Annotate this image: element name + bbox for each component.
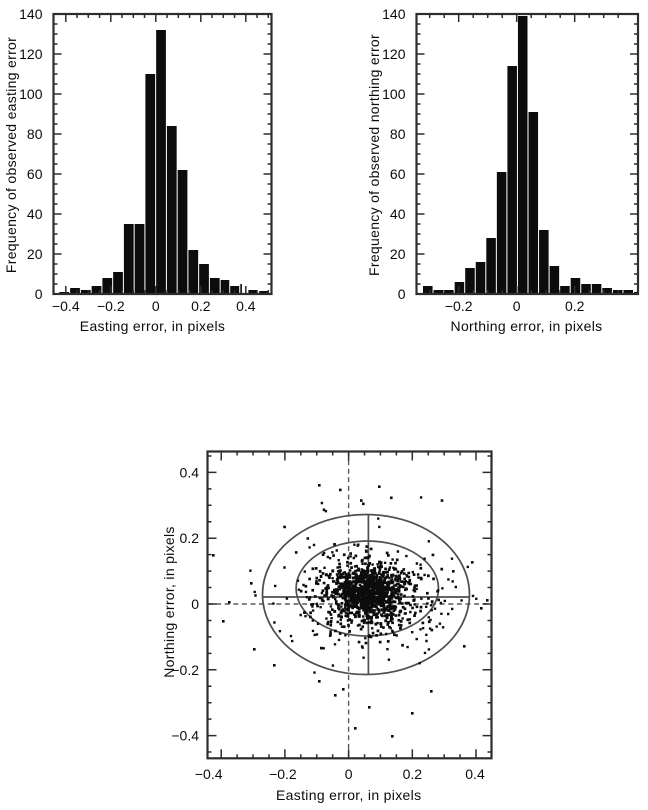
- svg-text:−0.2: −0.2: [97, 298, 125, 314]
- svg-text:Easting error, in pixels: Easting error, in pixels: [276, 787, 421, 803]
- svg-text:140: 140: [382, 6, 406, 22]
- svg-text:40: 40: [27, 206, 43, 222]
- svg-text:0.2: 0.2: [180, 530, 200, 546]
- svg-text:120: 120: [19, 46, 43, 62]
- svg-text:Easting error, in pixels: Easting error, in pixels: [80, 318, 225, 334]
- svg-text:20: 20: [27, 246, 43, 262]
- svg-text:Northing error, in pixels: Northing error, in pixels: [451, 318, 603, 334]
- svg-text:−0.2: −0.2: [269, 766, 297, 782]
- svg-text:−0.4: −0.4: [171, 728, 199, 744]
- svg-text:120: 120: [382, 46, 406, 62]
- svg-text:0: 0: [513, 298, 521, 314]
- svg-text:0: 0: [191, 596, 199, 612]
- svg-text:60: 60: [390, 166, 406, 182]
- svg-text:0.2: 0.2: [191, 298, 211, 314]
- svg-text:140: 140: [19, 6, 43, 22]
- svg-text:20: 20: [390, 246, 406, 262]
- svg-text:80: 80: [390, 126, 406, 142]
- svg-text:Frequency of observed northing: Frequency of observed northing error: [366, 34, 382, 276]
- svg-text:80: 80: [27, 126, 43, 142]
- svg-text:60: 60: [27, 166, 43, 182]
- svg-text:0: 0: [398, 286, 406, 302]
- svg-text:0.4: 0.4: [236, 298, 256, 314]
- svg-text:0: 0: [152, 298, 160, 314]
- svg-text:−0.2: −0.2: [445, 298, 473, 314]
- svg-text:0: 0: [345, 766, 353, 782]
- svg-text:0.2: 0.2: [565, 298, 585, 314]
- svg-text:0: 0: [35, 286, 43, 302]
- svg-text:100: 100: [382, 86, 406, 102]
- svg-text:−0.4: −0.4: [195, 766, 223, 782]
- svg-text:Frequency of observed easting: Frequency of observed easting error: [3, 37, 19, 273]
- svg-text:0.4: 0.4: [180, 464, 200, 480]
- svg-text:0.2: 0.2: [403, 766, 423, 782]
- svg-text:Northing error, in pixels: Northing error, in pixels: [161, 526, 177, 677]
- svg-text:0.4: 0.4: [465, 766, 485, 782]
- svg-text:100: 100: [19, 86, 43, 102]
- svg-text:−0.2: −0.2: [171, 662, 199, 678]
- svg-text:−0.4: −0.4: [52, 298, 80, 314]
- svg-text:40: 40: [390, 206, 406, 222]
